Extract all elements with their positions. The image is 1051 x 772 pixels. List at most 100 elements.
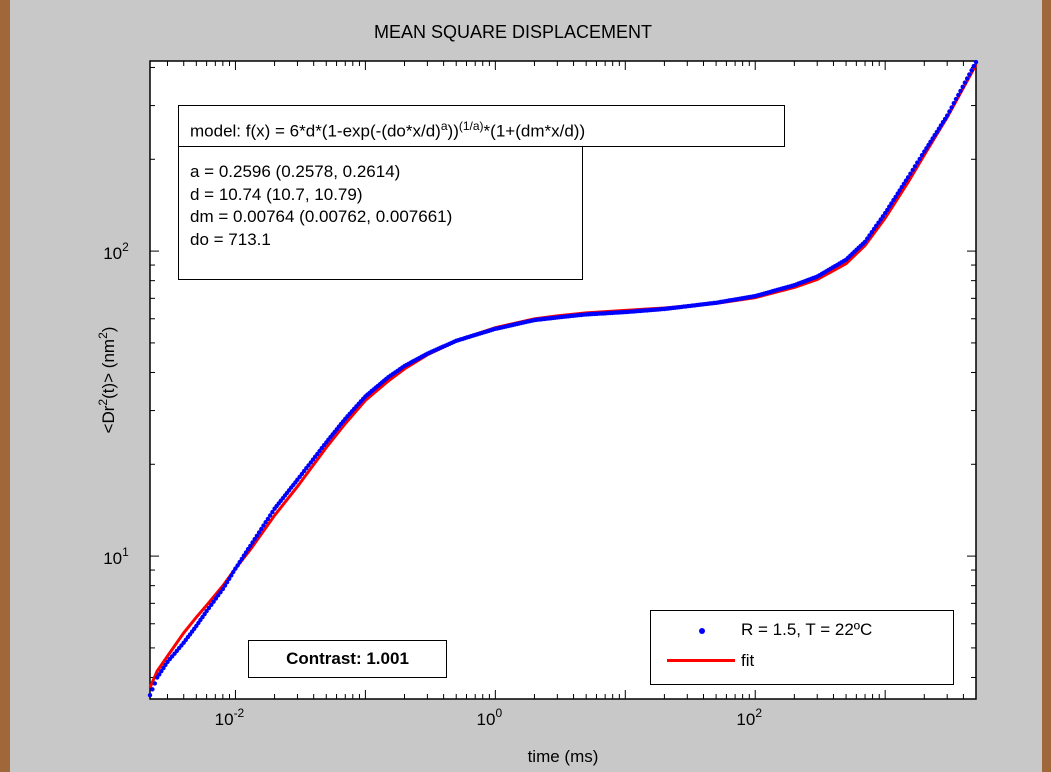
data-point	[919, 153, 925, 158]
data-point	[231, 569, 236, 575]
data-point	[163, 662, 168, 668]
data-point	[926, 142, 931, 148]
data-point	[917, 156, 922, 162]
data-point	[865, 236, 870, 241]
data-point	[934, 129, 939, 135]
legend-marker-line	[667, 659, 735, 662]
data-point	[862, 239, 868, 244]
data-point	[150, 687, 155, 692]
data-point	[901, 181, 907, 186]
data-point	[227, 576, 232, 581]
param-do: do = 713.1	[190, 229, 271, 249]
data-point	[213, 596, 219, 601]
data-point	[903, 178, 909, 183]
data-point	[958, 88, 963, 94]
param-a: a = 0.2596 (0.2578, 0.2614)	[190, 162, 401, 181]
y-tick-label: 102	[103, 240, 129, 263]
y-tick-label: 101	[103, 545, 129, 568]
x-tick-label: 10-2	[215, 706, 245, 729]
data-point	[951, 101, 956, 106]
model-annotation: model: f(x) = 6*d*(1-exp(-(do*x/d)a))(1/…	[178, 105, 785, 147]
data-point	[233, 566, 238, 571]
model-text: model: f(x) = 6*d*(1-exp(-(do*x/d)	[190, 121, 441, 141]
data-point	[880, 214, 886, 219]
data-point	[256, 530, 262, 535]
model-exponent-inv: (1/a)	[458, 119, 484, 133]
data-point	[270, 509, 275, 515]
data-point	[932, 133, 937, 138]
data-point	[967, 72, 972, 77]
chart-title: MEAN SQUARE DISPLACEMENT	[374, 22, 652, 42]
x-tick-label: 102	[736, 706, 762, 729]
data-point	[243, 550, 249, 555]
data-point	[157, 672, 162, 677]
data-point	[241, 553, 247, 558]
data-point	[956, 92, 961, 98]
data-point	[947, 109, 952, 114]
data-point	[204, 608, 209, 614]
data-point	[252, 536, 257, 542]
data-point	[237, 559, 242, 565]
data-point	[891, 197, 896, 203]
data-point	[261, 523, 266, 528]
data-point	[267, 513, 273, 518]
legend-entry-fit: fit	[651, 648, 953, 676]
data-point	[969, 68, 974, 73]
data-point	[912, 164, 918, 169]
data-point	[940, 119, 946, 125]
data-point	[871, 226, 877, 232]
param-d: d = 10.74 (10.7, 10.79)	[190, 184, 363, 204]
data-point	[887, 204, 892, 209]
contrast-annotation: Contrast: 1.001	[248, 640, 447, 678]
data-point	[928, 139, 933, 144]
model-exponent-a: a	[440, 119, 448, 133]
data-point	[971, 63, 976, 69]
data-point	[924, 146, 929, 151]
data-point	[235, 563, 240, 568]
x-axis-label: time (ms)	[528, 747, 599, 766]
data-point	[259, 526, 264, 532]
data-point	[915, 160, 920, 165]
data-point	[867, 233, 872, 238]
data-point	[250, 540, 255, 545]
legend-entry-data: R = 1.5, T = 22ºC	[651, 617, 953, 645]
param-dm: dm = 0.00764 (0.00762, 0.007661)	[190, 207, 453, 226]
figure-window: MEAN SQUARE DISPLACEMENT 10-2 100 102 101 10…	[10, 0, 1042, 772]
data-point	[159, 669, 164, 674]
data-point	[962, 80, 968, 85]
data-point	[889, 201, 894, 206]
data-point	[949, 105, 954, 110]
data-point	[910, 167, 915, 173]
data-point	[883, 210, 888, 216]
data-point	[895, 191, 900, 196]
data-point	[908, 171, 913, 176]
data-point	[876, 220, 881, 225]
data-point	[265, 516, 271, 522]
data-point	[936, 126, 942, 131]
data-point	[905, 175, 911, 180]
data-point	[147, 693, 153, 698]
legend-label-data: R = 1.5, T = 22ºC	[741, 620, 873, 639]
data-point	[218, 590, 223, 595]
data-point	[245, 546, 251, 552]
data-point	[155, 675, 160, 680]
data-point	[953, 96, 959, 102]
legend-label-fit: fit	[741, 651, 755, 670]
data-point	[211, 599, 216, 604]
data-point	[220, 586, 226, 592]
data-point	[973, 59, 979, 65]
data-point	[922, 149, 927, 154]
data-point	[152, 681, 157, 686]
data-point	[263, 520, 268, 525]
data-point	[964, 76, 970, 81]
data-point	[899, 184, 904, 190]
data-point	[248, 543, 253, 549]
data-point	[893, 194, 898, 200]
data-point	[942, 116, 948, 122]
x-tick-label: 100	[477, 706, 503, 729]
data-point	[229, 573, 234, 578]
data-point	[960, 84, 965, 90]
data-point	[254, 533, 260, 538]
y-axis-label: <Dr2(t)> (nm2)	[96, 327, 118, 434]
legend: R = 1.5, T = 22ºC fit	[650, 610, 954, 685]
